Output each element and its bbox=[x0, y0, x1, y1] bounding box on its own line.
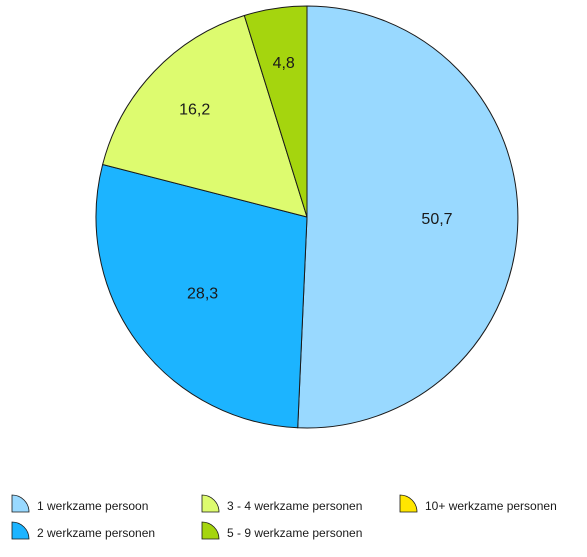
pie-slice-1-werkzame-persoon bbox=[297, 5, 519, 429]
legend-swatch-5-9-werkzame-personen bbox=[201, 521, 220, 540]
slice-value-label-3-4-werkzame-personen: 16,2 bbox=[179, 101, 210, 118]
pie-slice-5-9-werkzame-personen bbox=[243, 5, 308, 218]
legend-item-1-werkzame-persoon: 1 werkzame persoon bbox=[11, 494, 148, 513]
legend-label-2-werkzame-personen: 2 werkzame personen bbox=[37, 526, 155, 540]
pie-slices bbox=[95, 5, 519, 429]
legend-label-1-werkzame-persoon: 1 werkzame persoon bbox=[37, 499, 148, 513]
legend-label-5-9-werkzame-personen: 5 - 9 werkzame personen bbox=[227, 526, 362, 540]
legend-item-3-4-werkzame-personen: 3 - 4 werkzame personen bbox=[201, 494, 362, 513]
slice-value-label-5-9-werkzame-personen: 4,8 bbox=[273, 55, 295, 72]
slice-value-label-2-werkzame-personen: 28,3 bbox=[187, 286, 218, 303]
legend-item-5-9-werkzame-personen: 5 - 9 werkzame personen bbox=[201, 521, 362, 540]
pie-slice-3-4-werkzame-personen bbox=[102, 15, 308, 218]
legend-label-10plus-werkzame-personen: 10+ werkzame personen bbox=[425, 499, 557, 513]
pie-value-labels: 50,7 28,3 16,2 4,8 bbox=[179, 55, 453, 303]
legend-label-3-4-werkzame-personen: 3 - 4 werkzame personen bbox=[227, 499, 362, 513]
slice-value-label-1-werkzame-persoon: 50,7 bbox=[421, 211, 452, 228]
legend-item-10plus-werkzame-personen: 10+ werkzame personen bbox=[399, 494, 557, 513]
legend: 1 werkzame persoon 3 - 4 werkzame persone… bbox=[11, 494, 557, 540]
legend-item-2-werkzame-personen: 2 werkzame personen bbox=[11, 521, 155, 540]
pie-slice-2-werkzame-personen bbox=[95, 164, 308, 429]
legend-swatch-2-werkzame-personen bbox=[11, 521, 30, 540]
legend-swatch-3-4-werkzame-personen bbox=[201, 494, 220, 513]
legend-swatch-1-werkzame-persoon bbox=[11, 494, 30, 513]
legend-swatch-10plus-werkzame-personen bbox=[399, 494, 418, 513]
